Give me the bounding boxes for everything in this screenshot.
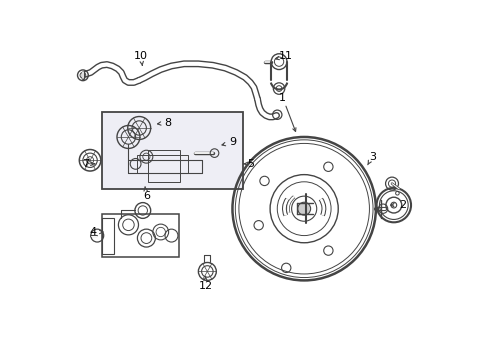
Text: 12: 12 (198, 281, 213, 291)
Text: 10: 10 (134, 51, 148, 61)
Text: 11: 11 (279, 51, 293, 61)
Text: 4: 4 (89, 227, 96, 237)
Text: 6: 6 (143, 191, 150, 201)
Text: 7: 7 (82, 159, 89, 169)
Bar (137, 155, 188, 173)
Text: 3: 3 (369, 152, 376, 162)
Bar (101, 112, 243, 189)
Text: 9: 9 (229, 138, 236, 147)
Text: 1: 1 (279, 93, 286, 103)
Text: 2: 2 (399, 200, 406, 210)
Circle shape (298, 202, 311, 215)
Text: 5: 5 (247, 159, 254, 169)
Bar (148, 149, 180, 182)
Text: 8: 8 (164, 118, 171, 128)
Bar (101, 214, 179, 257)
Bar (101, 218, 114, 253)
